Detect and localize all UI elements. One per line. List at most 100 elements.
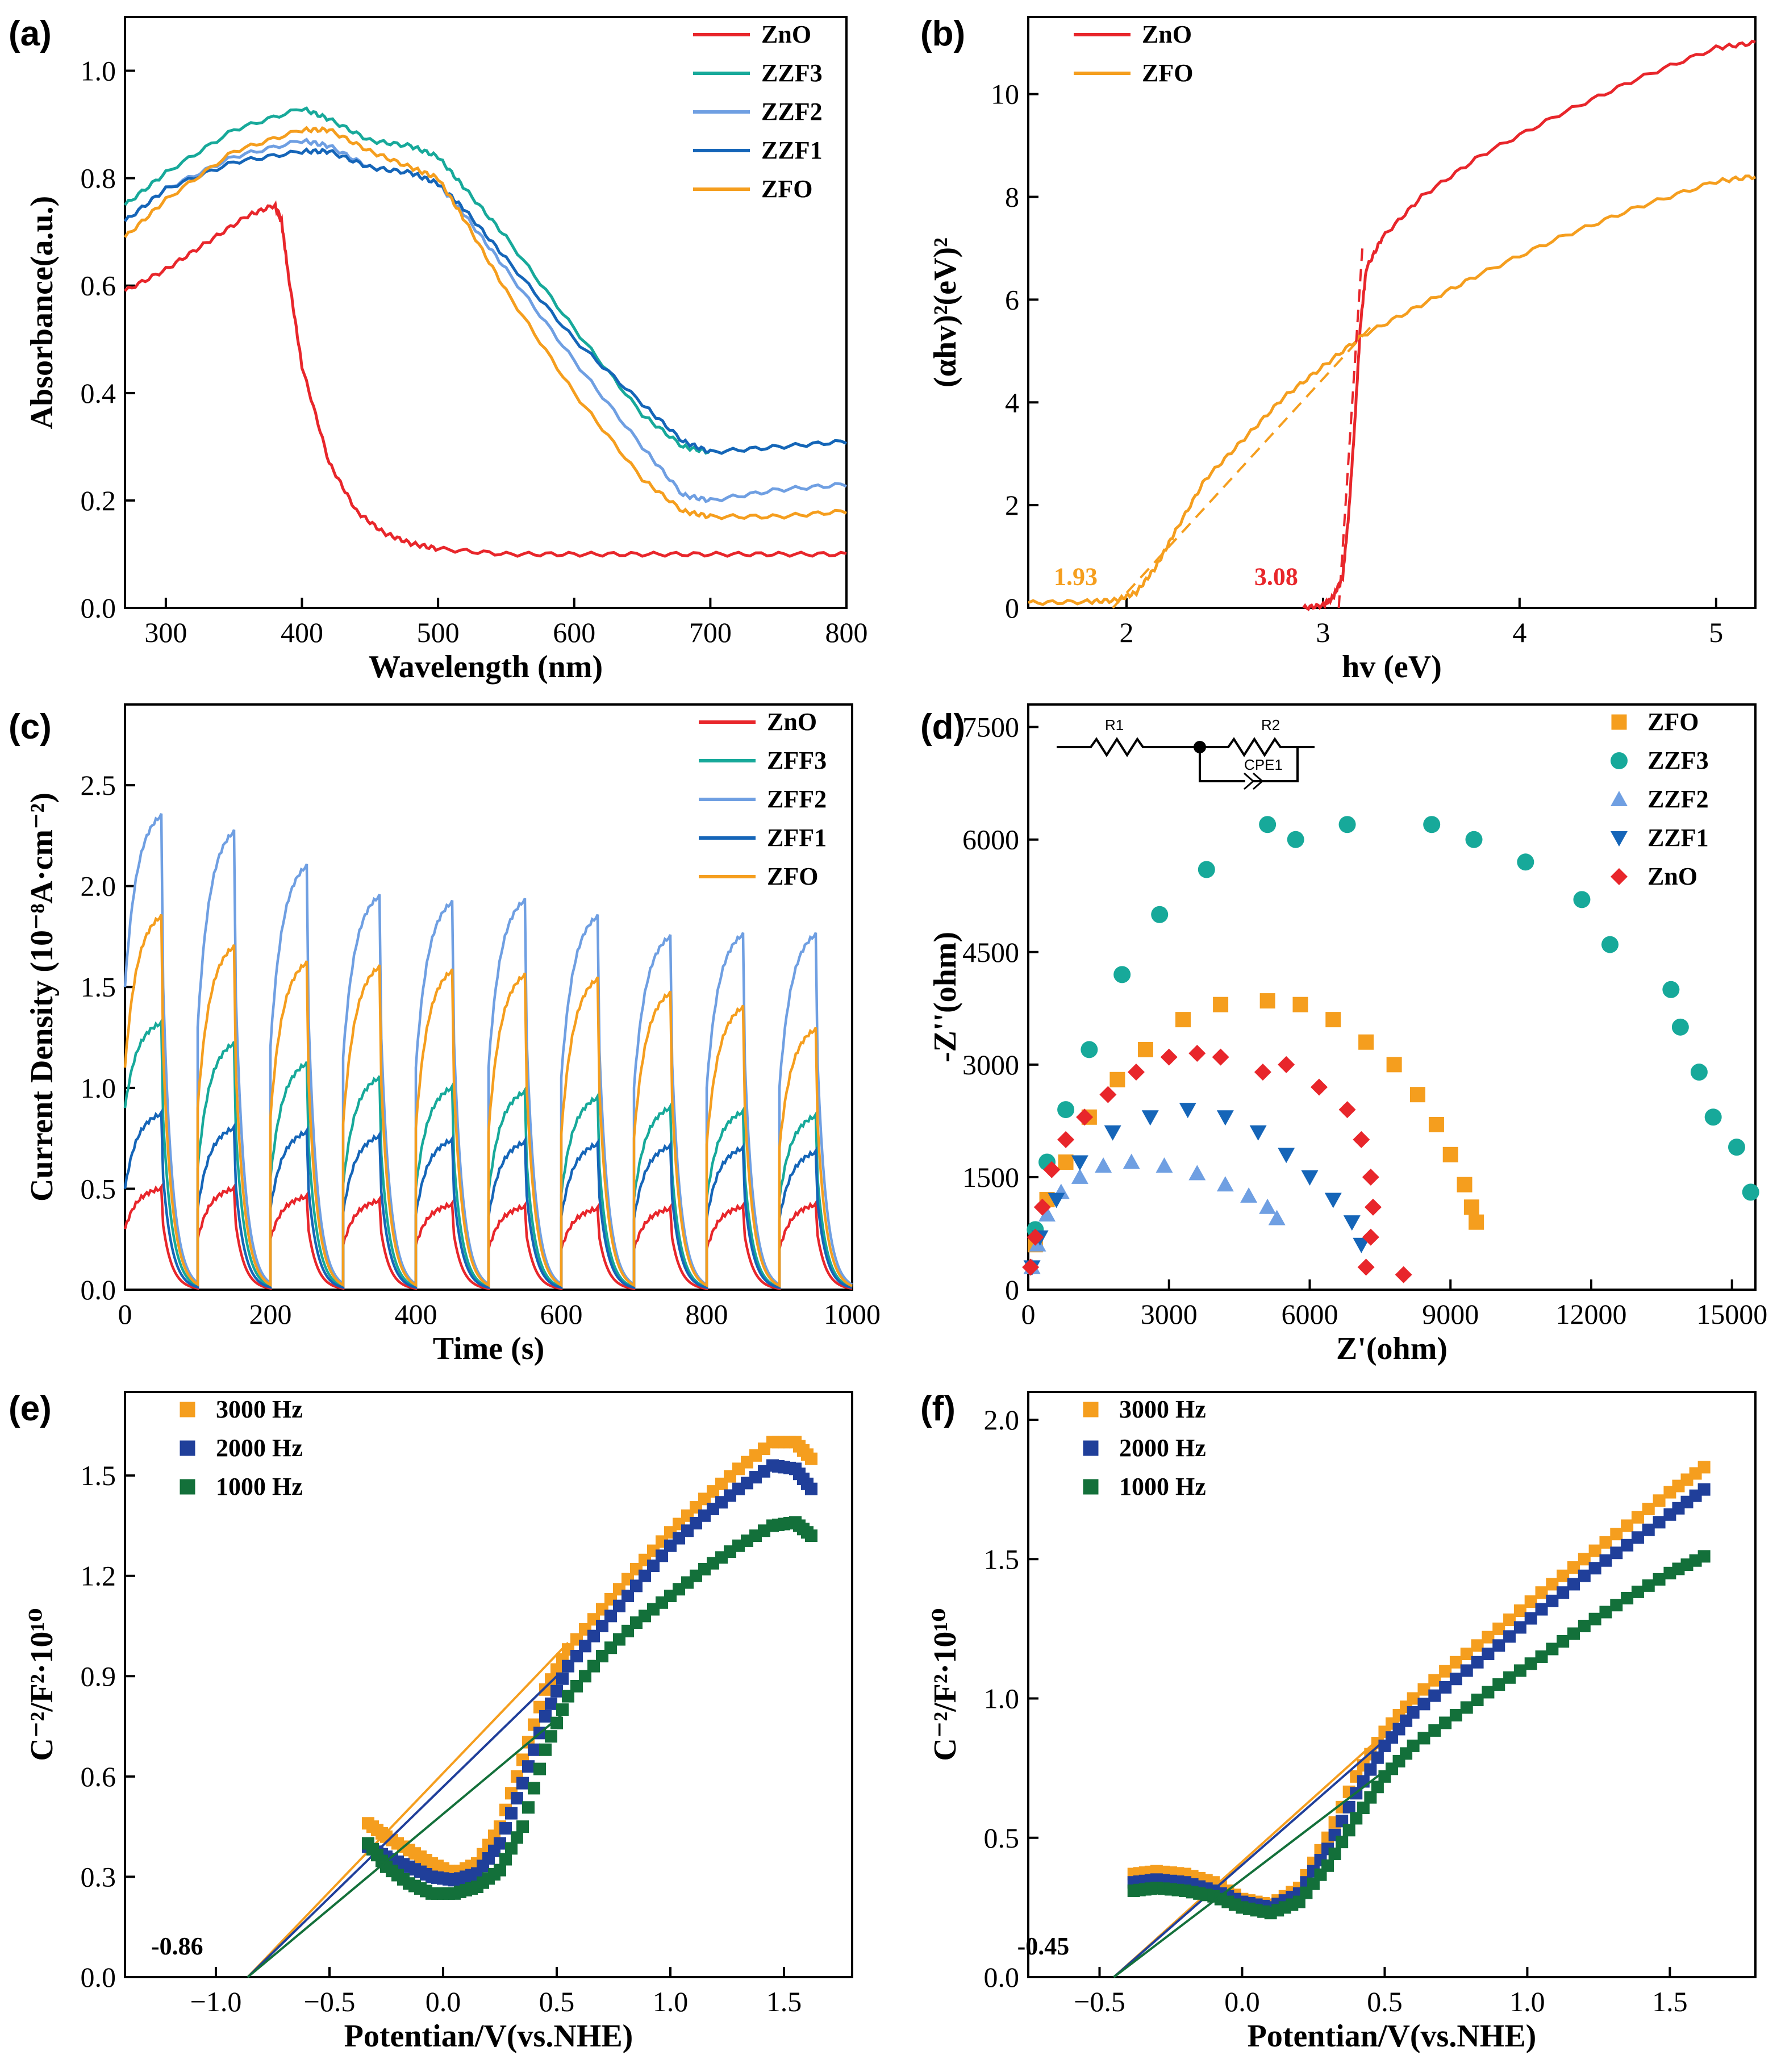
y-tick-label: 0 [1005,592,1019,624]
data-point [511,1831,523,1844]
series-line-zno [1302,39,1756,611]
legend-label: 3000 Hz [1119,1395,1206,1423]
series-line-zzf3 [123,106,847,455]
series-zfo [1027,993,1484,1253]
data-point [1642,1579,1655,1592]
legend-item-zfo: ZFO [1074,59,1193,87]
data-point [1697,1483,1711,1496]
data-point [180,1479,195,1495]
data-point [1364,1791,1377,1804]
data-point [1611,868,1628,885]
x-tick-label: 0.0 [1224,1986,1260,2017]
y-axis-label: Current Density (10⁻⁸A·cm⁻²) [24,793,60,1202]
x-tick-label: 200 [249,1298,292,1330]
axes-panel-4: −1.0 −0.5 0.0 0.5 1.0 1.5 0.0 0.3 0.6 0.9 1.2 1.5 Po… [9,1389,853,2054]
series-zno [1022,1045,1412,1283]
data-point [1599,1606,1612,1619]
y-axis-label: (αhv)²(eV)² [928,237,963,387]
data-point [1417,1732,1430,1745]
plot-area-c [123,813,853,1290]
y-axis-label: -Z''(ohm) [928,932,963,1062]
data-point [1611,791,1628,806]
data-point [511,1792,523,1805]
data-point [1268,1210,1286,1225]
data-point [1442,1147,1458,1162]
data-point [1610,1599,1623,1612]
series-3000-hz [247,1436,817,1978]
data-point [1386,1057,1402,1073]
legend-label: 2000 Hz [216,1434,303,1462]
data-point [1449,1656,1462,1669]
data-point [1524,1657,1537,1670]
y-tick-label: 4 [1005,386,1019,418]
data-point [1588,1544,1601,1557]
data-point [1123,1153,1140,1169]
data-point [1469,1214,1484,1230]
data-point [1259,993,1275,1009]
panel-label: (c) [9,707,52,747]
series-1000-hz [247,1516,817,1978]
data-point [1546,1578,1559,1591]
data-point [596,1620,608,1632]
data-point [556,1672,569,1685]
data-point [1292,997,1308,1012]
mott-schottky-fit-line [1113,1739,1386,1978]
legend-item-2000-hz: 2000 Hz [180,1434,303,1462]
x-tick-label: −0.5 [1074,1986,1125,2017]
data-point [1524,1595,1537,1608]
data-point [1513,1621,1526,1634]
x-axis-label: Z'(ohm) [1336,1331,1448,1366]
data-point [1428,1116,1444,1132]
data-point [1407,1692,1420,1705]
data-point [1357,1775,1370,1788]
x-tick-label: 6000 [1281,1298,1338,1330]
data-point [562,1660,574,1673]
data-point [522,1760,535,1773]
data-point [1083,1479,1099,1495]
data-point [1336,1836,1349,1849]
mott-schottky-fit-line [247,1708,569,1978]
x-axis-label: Potentian/V(vs.NHE) [1248,2019,1537,2054]
y-axis-label: C⁻²/F²·10¹⁰ [24,1608,60,1761]
data-point [613,1599,625,1612]
y-tick-label: 1.5 [81,971,116,1003]
data-point [1457,1177,1473,1193]
legend-item-1000-hz: 1000 Hz [1083,1473,1206,1500]
data-point [1546,1642,1559,1656]
x-tick-label: 3 [1316,616,1330,648]
legend: 3000 Hz 2000 Hz 1000 Hz [1083,1395,1206,1500]
y-tick-label: 2.5 [81,769,116,801]
x-tick-label: 1.0 [653,1986,689,2017]
data-point [505,1807,518,1820]
series-line-zfo [123,126,847,520]
legend-item-zno: ZnO [693,20,811,48]
data-point [1342,1800,1355,1813]
x-tick-label: −1.0 [190,1986,242,2017]
y-tick-label: 1.0 [81,1072,116,1104]
data-point [1557,1635,1570,1648]
data-point [1175,1012,1191,1028]
data-point [1428,1674,1441,1687]
x-tick-label: 300 [144,616,187,648]
data-point [1621,1519,1634,1532]
data-point [1642,1503,1655,1515]
data-point [505,1842,518,1855]
data-point [1353,1237,1370,1253]
series-zzf2 [1023,1153,1286,1274]
series-line-zzf2 [123,137,847,503]
y-tick-label: 0.9 [81,1660,116,1692]
legend-label: ZFF1 [767,824,827,852]
panel-label: (a) [9,14,52,53]
data-point [1188,1045,1206,1062]
data-point [550,1685,563,1698]
y-tick-label: 2.0 [984,1404,1020,1436]
series-line-zfo [123,914,853,1288]
panel-label: (e) [9,1389,52,1428]
data-point [1599,1554,1612,1567]
panel-label: (b) [920,14,965,53]
data-point [539,1743,552,1756]
x-tick-label: 600 [553,616,595,648]
series-line-zno [124,200,847,558]
data-point [639,1569,651,1582]
y-tick-label: 0.5 [81,1173,116,1204]
